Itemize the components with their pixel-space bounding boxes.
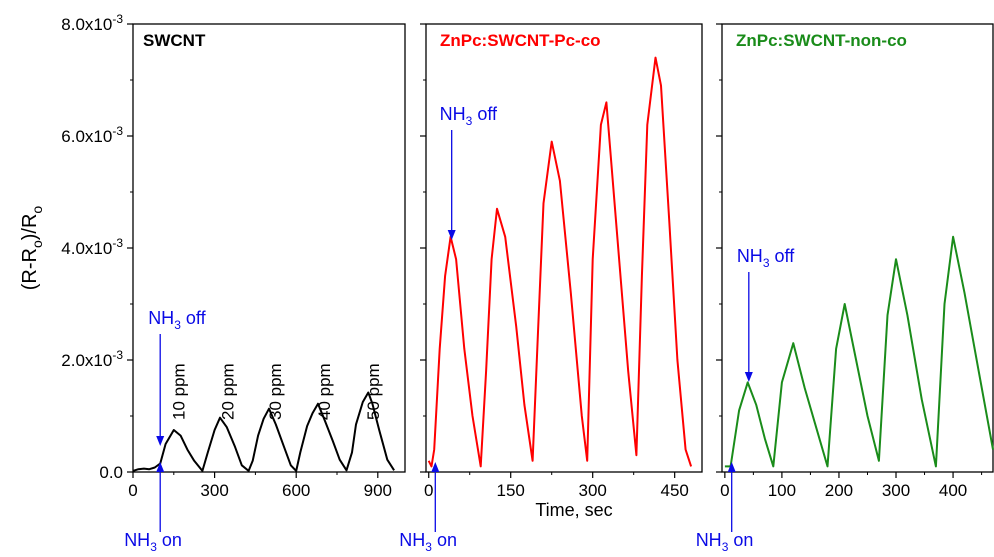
y-tick-label: 2.0x10-3 bbox=[61, 348, 123, 370]
panel-2: 0 150 300 450 ZnPc:SWCNT-Pc-co NH3 off NH3 on T… bbox=[399, 23, 703, 554]
ppm-label: 50 ppm bbox=[364, 363, 383, 420]
x-tick-label: 100 bbox=[768, 481, 796, 500]
nh3-off-arrowhead bbox=[447, 230, 456, 240]
x-tick-label: 150 bbox=[497, 481, 525, 500]
panel-1: 0.0 2.0x10-3 4.0x10-3 6.0x10-3 8.0x10-3 0 300 6… bbox=[19, 12, 406, 554]
ppm-label: 10 ppm bbox=[170, 363, 189, 420]
series-line bbox=[427, 56, 693, 468]
x-tick-label: 0 bbox=[720, 481, 729, 500]
x-tick-label: 300 bbox=[882, 481, 910, 500]
nh3-off-label: NH3 off bbox=[440, 104, 498, 128]
panel-title: ZnPc:SWCNT-Pc-co bbox=[440, 31, 601, 50]
y-tick-label: 4.0x10-3 bbox=[61, 236, 123, 258]
y-tick-label: 8.0x10-3 bbox=[61, 12, 123, 34]
series-line bbox=[724, 235, 994, 468]
panel-title: ZnPc:SWCNT-non-co bbox=[736, 31, 907, 50]
x-tick-label: 900 bbox=[364, 481, 392, 500]
nh3-on-arrowhead bbox=[156, 462, 165, 472]
nh3-on-arrowhead bbox=[727, 462, 736, 472]
nh3-off-arrowhead bbox=[744, 372, 753, 382]
x-axis-label: Time, sec bbox=[535, 500, 612, 520]
x-tick-label: 400 bbox=[939, 481, 967, 500]
nh3-off-arrowhead bbox=[156, 436, 165, 446]
y-axis-label: (R-Ro)/Ro bbox=[19, 206, 45, 291]
x-tick-label: 450 bbox=[660, 481, 688, 500]
x-tick-label: 300 bbox=[200, 481, 228, 500]
ppm-label: 30 ppm bbox=[266, 363, 285, 420]
y-tick-label: 6.0x10-3 bbox=[61, 124, 123, 146]
panel-title: SWCNT bbox=[143, 31, 206, 50]
nh3-on-arrowhead bbox=[431, 462, 440, 472]
x-tick-label: 0 bbox=[128, 481, 137, 500]
ppm-label: 20 ppm bbox=[218, 363, 237, 420]
series-line bbox=[132, 391, 395, 472]
x-tick-label: 200 bbox=[825, 481, 853, 500]
nh3-off-label: NH3 off bbox=[737, 246, 795, 270]
nh3-on-label: NH3 on bbox=[124, 530, 182, 554]
ppm-label: 40 ppm bbox=[315, 363, 334, 420]
x-tick-label: 300 bbox=[579, 481, 607, 500]
panel-3: 0 100 200 300 400 ZnPc:SWCNT-non-co NH3 off NH3… bbox=[696, 23, 994, 554]
x-tick-label: 600 bbox=[282, 481, 310, 500]
x-tick-label: 0 bbox=[424, 481, 433, 500]
nh3-on-label: NH3 on bbox=[399, 530, 457, 554]
nh3-on-label: NH3 on bbox=[696, 530, 754, 554]
nh3-off-label: NH3 off bbox=[148, 308, 206, 332]
y-tick-label: 0.0 bbox=[99, 463, 123, 482]
panels: 0.0 2.0x10-3 4.0x10-3 6.0x10-3 8.0x10-3 0 300 6… bbox=[19, 12, 994, 554]
